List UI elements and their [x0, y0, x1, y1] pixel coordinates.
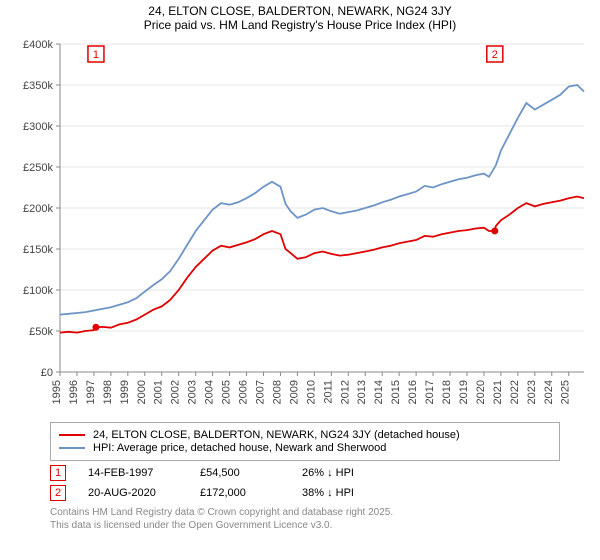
legend-label-hpi: HPI: Average price, detached house, Newa…: [93, 442, 386, 454]
chart-area: £0 £50k £100k £150k £200k £250k £300k £350k £400…: [10, 36, 590, 416]
svg-text:2019: 2019: [458, 380, 470, 404]
legend: 24, ELTON CLOSE, BALDERTON, NEWARK, NG24…: [50, 422, 560, 461]
svg-text:1999: 1999: [119, 380, 131, 404]
svg-text:£150k: £150k: [23, 244, 53, 256]
svg-text:2009: 2009: [288, 380, 300, 404]
svg-text:£50k: £50k: [29, 326, 53, 338]
svg-text:£300k: £300k: [23, 121, 53, 133]
legend-item-hpi: HPI: Average price, detached house, Newa…: [59, 442, 551, 454]
svg-text:1995: 1995: [51, 380, 63, 404]
svg-text:1998: 1998: [102, 380, 114, 404]
svg-text:2022: 2022: [509, 380, 521, 404]
svg-text:2015: 2015: [390, 380, 402, 404]
sale-row-1: 1 14-FEB-1997 £54,500 26% ↓ HPI: [50, 465, 560, 481]
legend-swatch-hpi: [59, 447, 85, 449]
svg-text:2014: 2014: [373, 380, 385, 404]
svg-text:2018: 2018: [441, 380, 453, 404]
svg-text:2: 2: [492, 49, 498, 61]
sale-marker-2: 2: [50, 485, 66, 501]
chart-title-line2: Price paid vs. HM Land Registry's House …: [0, 18, 600, 36]
svg-text:1997: 1997: [85, 380, 97, 404]
svg-text:£250k: £250k: [23, 162, 53, 174]
legend-item-property: 24, ELTON CLOSE, BALDERTON, NEWARK, NG24…: [59, 429, 551, 441]
sale-price-2: £172,000: [200, 487, 280, 499]
svg-text:2005: 2005: [221, 380, 233, 404]
sale-delta-2: 38% ↓ HPI: [302, 487, 392, 499]
svg-text:2006: 2006: [238, 380, 250, 404]
svg-text:2021: 2021: [492, 380, 504, 404]
svg-text:2002: 2002: [170, 380, 182, 404]
svg-text:1: 1: [93, 49, 99, 61]
svg-text:£0: £0: [41, 367, 53, 379]
svg-text:2016: 2016: [407, 380, 419, 404]
svg-text:2011: 2011: [322, 380, 334, 404]
sale-marker-1: 1: [50, 465, 66, 481]
svg-text:2001: 2001: [153, 380, 165, 404]
svg-text:2003: 2003: [187, 380, 199, 404]
chart-title-line1: 24, ELTON CLOSE, BALDERTON, NEWARK, NG24…: [0, 0, 600, 18]
sales-list: 1 14-FEB-1997 £54,500 26% ↓ HPI 2 20-AUG…: [50, 465, 560, 501]
svg-text:2020: 2020: [475, 380, 487, 404]
svg-text:2010: 2010: [305, 380, 317, 404]
svg-text:2004: 2004: [204, 380, 216, 404]
svg-text:2008: 2008: [271, 380, 283, 404]
svg-text:£200k: £200k: [23, 203, 53, 215]
svg-text:2007: 2007: [254, 380, 266, 404]
svg-text:£100k: £100k: [23, 285, 53, 297]
svg-text:£400k: £400k: [23, 39, 53, 51]
svg-text:2025: 2025: [560, 380, 572, 404]
sale-price-1: £54,500: [200, 467, 280, 479]
legend-swatch-property: [59, 434, 85, 436]
footnote-line1: Contains HM Land Registry data © Crown c…: [50, 507, 560, 520]
footnote: Contains HM Land Registry data © Crown c…: [50, 507, 560, 532]
svg-text:2013: 2013: [356, 380, 368, 404]
sale-delta-1: 26% ↓ HPI: [302, 467, 392, 479]
svg-text:2024: 2024: [543, 380, 555, 404]
svg-text:1996: 1996: [68, 380, 80, 404]
svg-text:£350k: £350k: [23, 80, 53, 92]
line-chart: £0 £50k £100k £150k £200k £250k £300k £350k £400…: [10, 36, 590, 416]
sale-date-1: 14-FEB-1997: [88, 467, 178, 479]
sale-row-2: 2 20-AUG-2020 £172,000 38% ↓ HPI: [50, 485, 560, 501]
footnote-line2: This data is licensed under the Open Gov…: [50, 520, 560, 533]
svg-text:2012: 2012: [339, 380, 351, 404]
svg-text:2023: 2023: [526, 380, 538, 404]
svg-text:2000: 2000: [136, 380, 148, 404]
sale-date-2: 20-AUG-2020: [88, 487, 178, 499]
svg-text:2017: 2017: [424, 380, 436, 404]
legend-label-property: 24, ELTON CLOSE, BALDERTON, NEWARK, NG24…: [93, 429, 460, 441]
